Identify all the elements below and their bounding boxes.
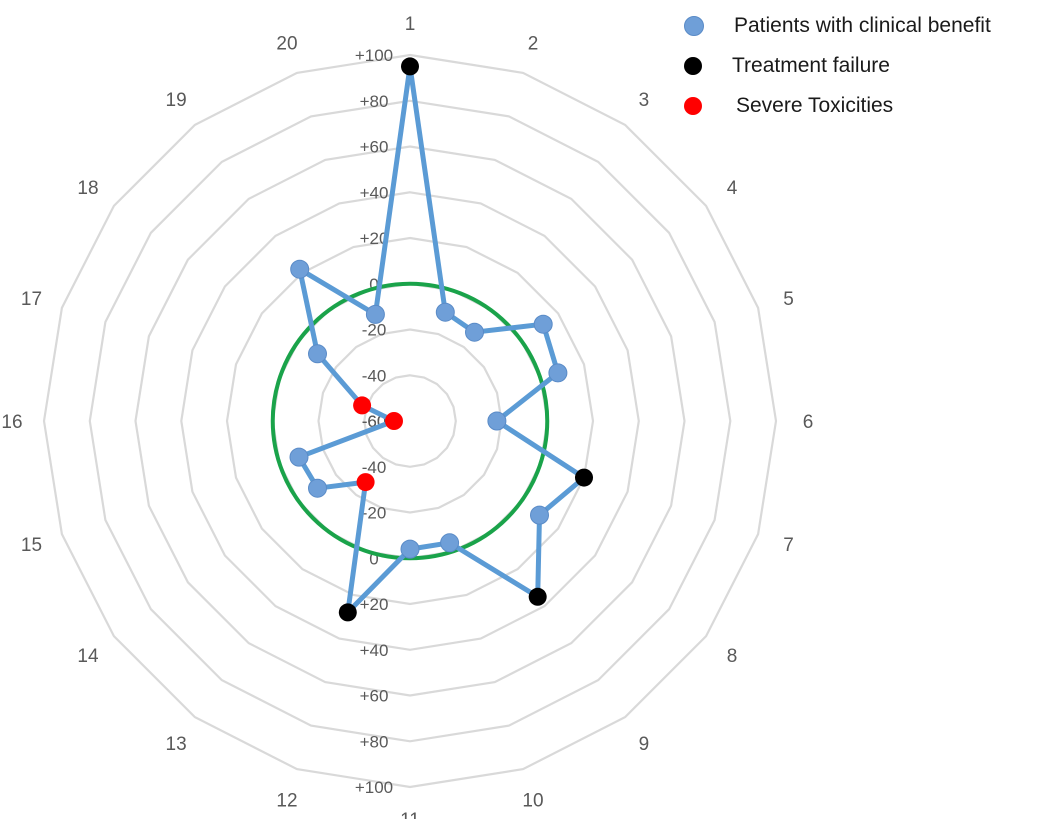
- data-point-6: [487, 411, 507, 431]
- data-point-20: [365, 304, 385, 324]
- data-point-11: [400, 539, 420, 559]
- data-point-16: [385, 412, 403, 430]
- category-label: 7: [783, 535, 794, 556]
- radial-tick-label: -40: [362, 366, 387, 385]
- category-label: 10: [522, 791, 543, 812]
- legend-label: Severe Toxicities: [736, 94, 894, 117]
- data-point-10: [440, 533, 460, 553]
- category-label: 6: [803, 412, 814, 433]
- legend-item-treatment-failure: Treatment failure: [684, 46, 991, 86]
- grid-ring: [225, 236, 595, 606]
- radial-tick-label: 0: [369, 549, 378, 568]
- category-label: 19: [166, 90, 187, 111]
- legend-label: Patients with clinical benefit: [734, 14, 991, 37]
- grid-ring: [317, 328, 503, 514]
- category-label: 14: [77, 646, 99, 667]
- data-point-1: [401, 57, 419, 76]
- radial-tick-label: -20: [362, 504, 387, 523]
- category-label: 5: [783, 289, 794, 310]
- series-line-path: [296, 63, 587, 615]
- category-label: 11: [400, 810, 420, 819]
- category-label: 1: [405, 14, 416, 35]
- data-point-7: [575, 468, 593, 487]
- category-label: 13: [166, 734, 187, 755]
- category-labels: 1234567891011121314151617181920: [1, 14, 813, 819]
- radial-tick-label: +40: [360, 183, 389, 202]
- grid-ring: [363, 374, 457, 468]
- category-label: 20: [276, 34, 297, 55]
- data-point-9: [528, 587, 547, 606]
- legend-marker-treatment-failure: [684, 57, 702, 75]
- data-point-14: [308, 478, 327, 498]
- legend-label: Treatment failure: [732, 54, 890, 77]
- data-point-3: [465, 322, 484, 342]
- data-point-4: [533, 314, 553, 334]
- category-label: 9: [639, 734, 650, 755]
- category-label: 8: [727, 646, 738, 667]
- data-point-19: [290, 259, 310, 279]
- grid-ring: [42, 53, 778, 789]
- category-label: 2: [528, 34, 539, 55]
- category-label: 17: [21, 289, 42, 310]
- category-label: 3: [639, 90, 650, 111]
- radial-tick-label: +100: [355, 778, 393, 797]
- data-point-18: [308, 344, 327, 364]
- data-point-15: [289, 447, 309, 467]
- radial-tick-label: 0: [369, 275, 378, 294]
- radial-tick-label: +60: [360, 138, 389, 157]
- radial-tick-label: +60: [360, 687, 389, 706]
- radial-tick-label: +20: [360, 229, 389, 248]
- grid-ring: [134, 145, 686, 697]
- radial-tick-label: +80: [360, 732, 389, 751]
- grid-ring: [88, 99, 732, 743]
- grid-ring: [180, 191, 640, 651]
- radial-tick-label: -40: [362, 458, 387, 477]
- data-point-13: [356, 473, 375, 492]
- radial-tick-label: +100: [355, 46, 393, 65]
- category-label: 12: [276, 791, 297, 812]
- category-label: 4: [727, 178, 738, 199]
- category-label: 15: [21, 535, 42, 556]
- radial-tick-label: +20: [360, 595, 389, 614]
- data-point-17: [353, 396, 372, 415]
- category-label: 16: [1, 412, 22, 433]
- legend: Patients with clinical benefit Treatment…: [684, 6, 991, 126]
- data-point-5: [548, 363, 568, 383]
- legend-marker-severe-toxicities: [684, 97, 702, 115]
- radial-tick-label: +40: [360, 641, 389, 660]
- series-line: [296, 63, 587, 615]
- radial-tick-label: -20: [362, 321, 387, 340]
- data-point-12: [338, 603, 357, 622]
- legend-marker-clinical-benefit: [684, 16, 704, 36]
- data-point-8: [530, 505, 549, 525]
- data-point-2: [435, 302, 455, 322]
- category-label: 18: [77, 178, 98, 199]
- legend-item-clinical-benefit: Patients with clinical benefit: [684, 6, 991, 46]
- data-markers: [289, 57, 593, 622]
- legend-item-severe-toxicities: Severe Toxicities: [684, 86, 991, 126]
- radar-grid: [42, 53, 778, 789]
- radial-tick-label: +80: [360, 92, 389, 111]
